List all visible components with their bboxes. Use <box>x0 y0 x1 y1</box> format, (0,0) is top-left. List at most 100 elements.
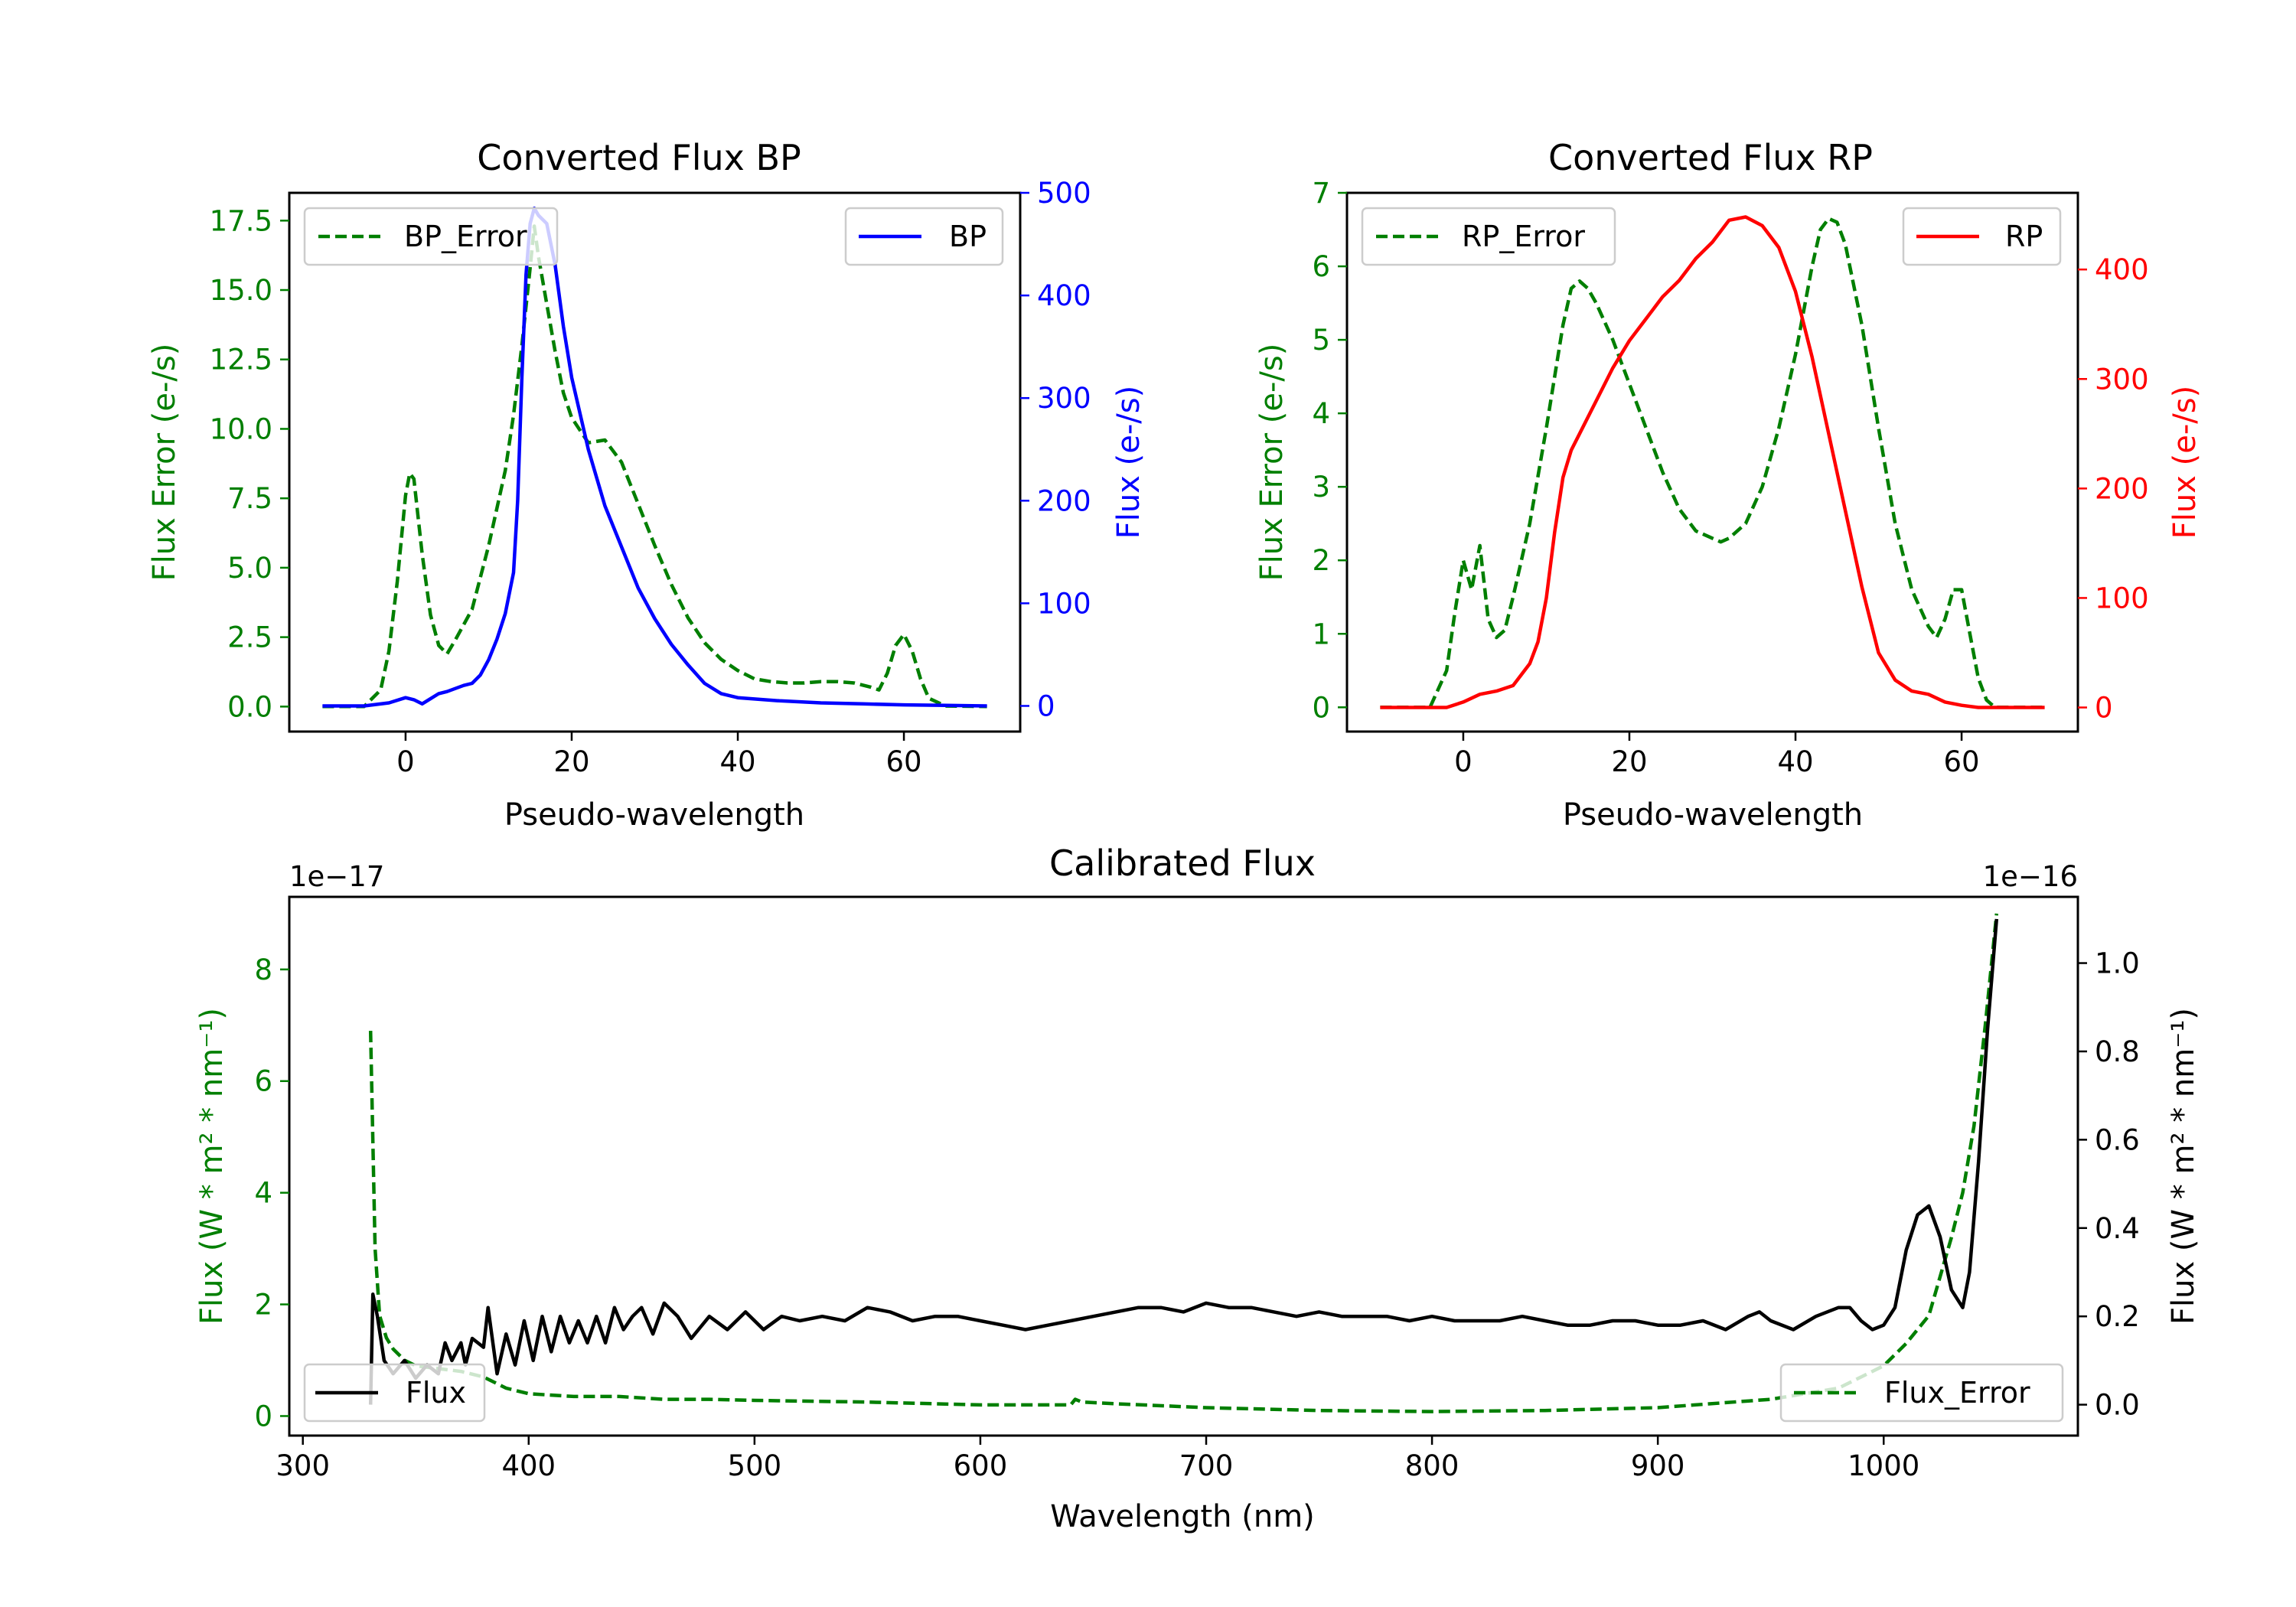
rp-x-axis-label: Pseudo-wavelength <box>1563 797 1863 833</box>
cal-x-tick-label: 500 <box>728 1449 782 1482</box>
cal-x-tick-label: 400 <box>501 1449 556 1482</box>
cal-y-right-tick-label: 0.6 <box>2095 1123 2140 1156</box>
cal-y-left-tick-label: 0 <box>254 1400 272 1433</box>
cal-x-tick-label: 800 <box>1405 1449 1459 1482</box>
cal-y-ticks-left: 0 2 4 6 8 <box>254 953 289 1433</box>
cal-y-axis-label-left: Flux (W * m² * nm⁻¹) <box>194 1008 230 1325</box>
rp-y-left-tick-label: 0 <box>1312 691 1330 724</box>
panel-calibrated: Calibrated Flux 1e−17 1e−16 300 400 500 6 0 0… <box>194 843 2201 1534</box>
cal-legend-flux-label: Flux <box>406 1376 466 1410</box>
panel-rp: Converted Flux RP 0 20 40 60 0 1 2 3 4 5 6 7 0 100 2… <box>1254 137 2203 833</box>
bp-y-ticks-right: 0 100 200 300 400 500 <box>1020 177 1091 722</box>
bp-series-bp-error <box>322 224 987 709</box>
bp-title: Converted Flux BP <box>477 137 801 178</box>
cal-legend-error-label: Flux_Error <box>1884 1376 2030 1410</box>
bp-y-left-tick-label: 0.0 <box>227 690 272 723</box>
rp-y-right-tick-label: 0 <box>2095 692 2113 725</box>
bp-y-right-tick-label: 200 <box>1037 484 1091 517</box>
rp-y-ticks-right: 0 100 200 300 400 <box>2078 253 2149 725</box>
cal-legend-flux: Flux <box>303 1363 486 1423</box>
bp-y-right-tick-label: 100 <box>1037 587 1091 620</box>
bp-axes-frame <box>288 191 1022 733</box>
rp-legend-flux: RP <box>1902 207 2062 266</box>
rp-y-right-tick-label: 100 <box>2095 582 2149 614</box>
rp-y-left-tick-label: 3 <box>1312 471 1330 504</box>
rp-legend-flux-label: RP <box>2005 220 2043 253</box>
cal-y-left-tick-label: 6 <box>254 1065 272 1098</box>
bp-y-left-tick-label: 5.0 <box>227 552 272 585</box>
rp-y-axis-label-left: Flux Error (e-/s) <box>1254 344 1290 582</box>
cal-y-left-tick-label: 4 <box>254 1177 272 1210</box>
rp-y-left-tick-label: 2 <box>1312 544 1330 577</box>
rp-series-rp <box>1380 215 2045 709</box>
bp-y-left-tick-label: 10.0 <box>210 412 272 445</box>
rp-x-tick-label: 40 <box>1777 745 1813 778</box>
bp-legend-error: BP_Error <box>303 207 559 266</box>
rp-y-right-tick-label: 200 <box>2095 472 2149 505</box>
bp-x-tick-label: 60 <box>886 745 922 778</box>
bp-y-right-tick-label: 0 <box>1037 689 1055 722</box>
rp-y-left-tick-label: 7 <box>1312 177 1330 210</box>
cal-x-tick-label: 300 <box>276 1449 330 1482</box>
bp-x-ticks: 0 20 40 60 <box>396 732 922 778</box>
rp-x-tick-label: 20 <box>1611 745 1647 778</box>
cal-series-flux <box>368 918 1999 1405</box>
cal-series-flux-error <box>368 913 1999 1413</box>
cal-legend-error-box <box>1779 1363 2064 1423</box>
rp-y-right-tick-label: 300 <box>2095 363 2149 396</box>
cal-title: Calibrated Flux <box>1049 843 1316 884</box>
cal-y-right-tick-label: 0.2 <box>2095 1300 2140 1333</box>
bp-x-tick-label: 40 <box>719 745 755 778</box>
bp-series-group <box>322 206 987 709</box>
cal-axes-frame <box>288 895 2079 1437</box>
cal-series-group <box>368 913 1999 1413</box>
cal-x-tick-label: 1000 <box>1848 1449 1919 1482</box>
bp-legend-flux-box <box>844 207 1004 266</box>
cal-legend-flux-box <box>303 1363 486 1423</box>
bp-legend-flux: BP <box>844 207 1004 266</box>
bp-legend-error-label: BP_Error <box>404 220 527 253</box>
cal-offset-left: 1e−17 <box>289 860 384 893</box>
rp-legend-error: RP_Error <box>1361 207 1616 266</box>
rp-x-tick-label: 0 <box>1454 745 1473 778</box>
cal-x-tick-label: 700 <box>1179 1449 1234 1482</box>
cal-x-ticks: 300 400 500 600 700 800 900 1000 <box>276 1436 1919 1482</box>
bp-y-left-tick-label: 7.5 <box>227 482 272 515</box>
rp-y-left-tick-label: 6 <box>1312 250 1330 283</box>
cal-y-right-tick-label: 0.4 <box>2095 1212 2140 1245</box>
bp-legend-flux-label: BP <box>949 220 987 253</box>
rp-y-left-tick-label: 5 <box>1312 324 1330 357</box>
bp-y-left-tick-label: 12.5 <box>210 344 272 376</box>
rp-y-left-tick-label: 4 <box>1312 397 1330 430</box>
bp-y-axis-label-left: Flux Error (e-/s) <box>147 344 182 582</box>
cal-y-axis-label-right: Flux (W * m² * nm⁻¹) <box>2166 1008 2201 1325</box>
panel-bp: Converted Flux BP 0 20 40 60 0.0 2.5 5.0 7.5 10… <box>147 137 1146 833</box>
bp-x-axis-label: Pseudo-wavelength <box>504 797 804 833</box>
bp-y-left-tick-label: 17.5 <box>210 204 272 237</box>
bp-y-right-tick-label: 500 <box>1037 177 1091 210</box>
rp-y-left-tick-label: 1 <box>1312 618 1330 650</box>
bp-y-left-tick-label: 15.0 <box>210 274 272 307</box>
rp-y-ticks-left: 0 1 2 3 4 5 6 7 <box>1312 177 1347 724</box>
rp-legend-error-box <box>1361 207 1616 266</box>
bp-x-tick-label: 0 <box>396 745 415 778</box>
cal-offset-right: 1e−16 <box>1983 860 2078 893</box>
cal-legend-error: Flux_Error <box>1779 1363 2064 1423</box>
rp-series-group <box>1380 215 2045 709</box>
cal-y-left-tick-label: 2 <box>254 1289 272 1322</box>
rp-legend-flux-box <box>1902 207 2062 266</box>
rp-axes-frame <box>1345 191 2079 733</box>
cal-y-right-tick-label: 0.8 <box>2095 1035 2140 1068</box>
bp-series-bp <box>322 206 987 708</box>
bp-y-right-tick-label: 400 <box>1037 279 1091 312</box>
cal-x-tick-label: 900 <box>1631 1449 1685 1482</box>
rp-series-rp-error <box>1380 217 2045 709</box>
rp-x-tick-label: 60 <box>1944 745 1980 778</box>
bp-legend-error-box <box>303 207 559 266</box>
rp-y-axis-label-right: Flux (e-/s) <box>2167 386 2203 539</box>
bp-y-left-tick-label: 2.5 <box>227 621 272 654</box>
bp-y-axis-label-right: Flux (e-/s) <box>1111 386 1146 539</box>
bp-x-tick-label: 20 <box>553 745 589 778</box>
rp-title: Converted Flux RP <box>1548 137 1873 178</box>
